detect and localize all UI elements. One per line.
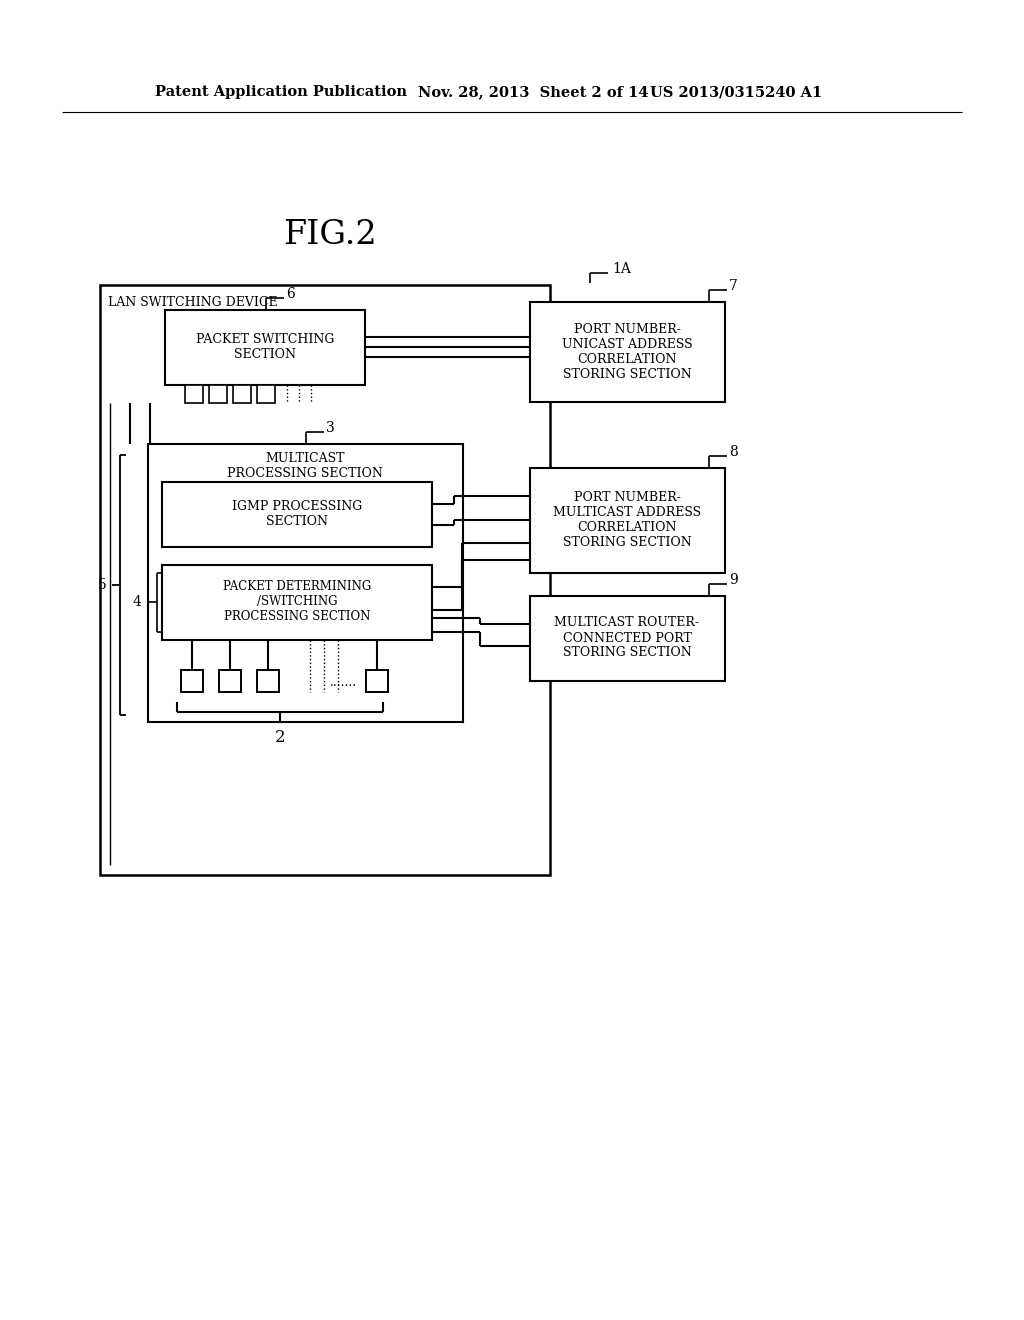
Text: PORT NUMBER-
MULTICAST ADDRESS
CORRELATION
STORING SECTION: PORT NUMBER- MULTICAST ADDRESS CORRELATI… xyxy=(553,491,701,549)
Text: .......: ....... xyxy=(330,676,356,689)
Text: 1A: 1A xyxy=(612,261,631,276)
Text: Nov. 28, 2013  Sheet 2 of 14: Nov. 28, 2013 Sheet 2 of 14 xyxy=(418,84,648,99)
Text: 4: 4 xyxy=(132,595,141,609)
Bar xyxy=(233,385,251,403)
Text: LAN SWITCHING DEVICE: LAN SWITCHING DEVICE xyxy=(108,297,278,309)
Bar xyxy=(257,671,279,692)
Bar xyxy=(181,671,203,692)
Bar xyxy=(100,285,550,875)
Text: 2: 2 xyxy=(274,729,286,746)
Text: 3: 3 xyxy=(326,421,335,436)
Bar xyxy=(162,565,432,640)
Text: PACKET DETERMINING
/SWITCHING
PROCESSING SECTION: PACKET DETERMINING /SWITCHING PROCESSING… xyxy=(223,581,371,623)
Bar xyxy=(165,310,365,385)
Bar xyxy=(257,385,275,403)
Text: MULTICAST ROUTER-
CONNECTED PORT
STORING SECTION: MULTICAST ROUTER- CONNECTED PORT STORING… xyxy=(555,616,699,660)
Text: 8: 8 xyxy=(729,445,737,459)
Bar xyxy=(209,385,227,403)
Bar xyxy=(366,671,388,692)
Text: Patent Application Publication: Patent Application Publication xyxy=(155,84,407,99)
Bar xyxy=(530,597,725,681)
Bar xyxy=(530,469,725,573)
Text: PORT NUMBER-
UNICAST ADDRESS
CORRELATION
STORING SECTION: PORT NUMBER- UNICAST ADDRESS CORRELATION… xyxy=(562,323,692,381)
Bar xyxy=(219,671,241,692)
Text: 5: 5 xyxy=(97,578,106,591)
Text: US 2013/0315240 A1: US 2013/0315240 A1 xyxy=(650,84,822,99)
Text: FIG.2: FIG.2 xyxy=(284,219,377,251)
Text: MULTICAST
PROCESSING SECTION: MULTICAST PROCESSING SECTION xyxy=(227,451,383,480)
Bar xyxy=(148,444,463,722)
Text: 7: 7 xyxy=(729,279,738,293)
Text: IGMP PROCESSING
SECTION: IGMP PROCESSING SECTION xyxy=(231,500,362,528)
Text: PACKET SWITCHING
SECTION: PACKET SWITCHING SECTION xyxy=(196,333,334,360)
Text: 6: 6 xyxy=(286,286,295,301)
Text: 9: 9 xyxy=(729,573,737,587)
Bar xyxy=(162,482,432,546)
Bar xyxy=(530,302,725,403)
Bar xyxy=(185,385,203,403)
